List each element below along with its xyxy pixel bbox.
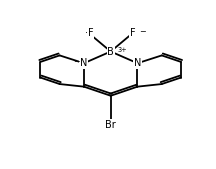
- Text: ·F: ·F: [85, 28, 93, 38]
- Text: N: N: [80, 58, 88, 68]
- Text: F: F: [130, 28, 135, 38]
- Text: −: −: [139, 27, 146, 36]
- Text: B: B: [107, 46, 114, 56]
- Text: 3+: 3+: [118, 47, 127, 53]
- Text: Br: Br: [105, 120, 116, 130]
- Text: N: N: [134, 58, 141, 68]
- Text: −: −: [73, 57, 80, 66]
